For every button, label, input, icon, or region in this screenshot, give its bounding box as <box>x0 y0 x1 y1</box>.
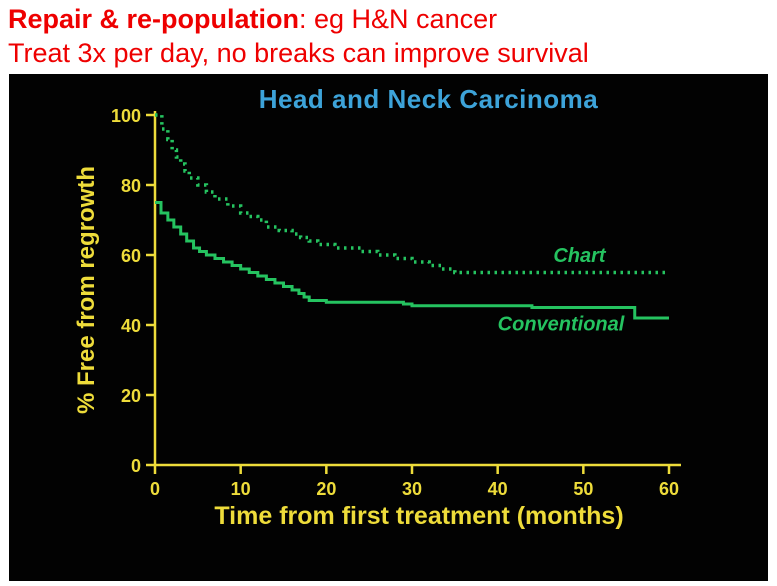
x-tick-label: 20 <box>316 479 336 499</box>
x-tick-label: 30 <box>402 479 422 499</box>
chart-title: Head and Neck Carcinoma <box>258 84 599 114</box>
series-label-chart: Chart <box>553 245 607 267</box>
y-tick-label: 0 <box>131 456 141 476</box>
header-line1: Repair & re-population: eg H&N cancer <box>8 2 768 36</box>
chart-panel: Head and Neck Carcinoma % Free from regr… <box>9 74 768 581</box>
header-title-bold: Repair & re-population <box>8 4 300 34</box>
x-tick-label: 40 <box>488 479 508 499</box>
header-title-rest: : eg H&N cancer <box>299 4 498 34</box>
header-line2: Treat 3x per day, no breaks can improve … <box>8 38 589 68</box>
series-curve-chart <box>155 113 669 275</box>
series-curve-conventional <box>155 201 669 320</box>
x-tick-label: 60 <box>659 479 679 499</box>
slide-header: Repair & re-population: eg H&N cancer Tr… <box>8 2 768 72</box>
x-tick-label: 0 <box>150 479 160 499</box>
y-tick-label: 80 <box>121 176 141 196</box>
y-tick-label: 20 <box>121 386 141 406</box>
y-tick-label: 100 <box>111 106 141 126</box>
axes-lines <box>153 111 681 467</box>
survival-plot: 0 20 40 60 80 100 0 10 20 30 40 50 60 Chart Convention… <box>111 106 681 499</box>
x-tick-label: 10 <box>231 479 251 499</box>
y-tick-label: 40 <box>121 316 141 336</box>
x-tick-label: 50 <box>573 479 593 499</box>
x-axis-label: Time from first treatment (months) <box>214 502 624 530</box>
y-tick-label: 60 <box>121 246 141 266</box>
series-label-conventional: Conventional <box>498 313 625 335</box>
